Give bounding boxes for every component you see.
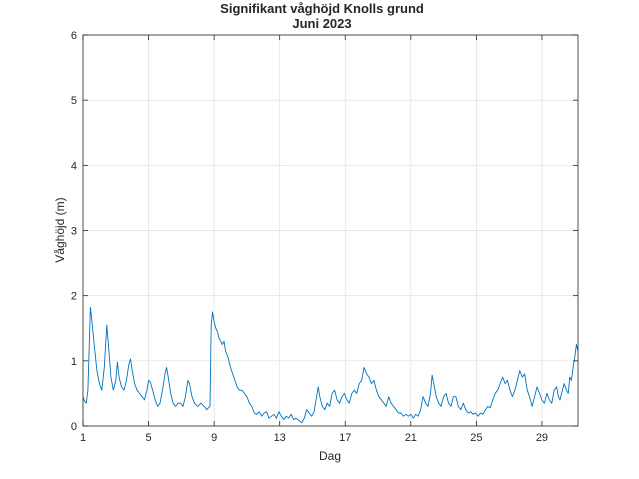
- series-layer: [82, 306, 579, 424]
- x-tick-label: 1: [80, 432, 86, 444]
- x-tick-label: 9: [211, 432, 217, 444]
- y-tick-label: 4: [71, 160, 77, 172]
- y-tick-label: 2: [71, 291, 77, 303]
- chart-title: Signifikant våghöjd Knolls grund: [220, 1, 424, 16]
- x-tick-label: 25: [470, 432, 482, 444]
- grid: [82, 34, 578, 427]
- y-tick-label: 3: [71, 226, 77, 238]
- series-line: [82, 306, 579, 424]
- y-tick-label: 6: [71, 30, 77, 42]
- y-axis: 0 1 2 3 4 5 6: [71, 30, 578, 433]
- x-axis: 1 5 9 13 17 21 25 29: [80, 35, 548, 444]
- x-tick-label: 29: [536, 432, 548, 444]
- y-axis-label: Våghöjd (m): [53, 197, 67, 262]
- x-tick-label: 21: [405, 432, 417, 444]
- chart-subtitle: Juni 2023: [292, 16, 351, 31]
- x-tick-label: 17: [339, 432, 351, 444]
- x-tick-label: 13: [274, 432, 286, 444]
- x-axis-label: Dag: [319, 449, 341, 463]
- y-tick-label: 5: [71, 95, 77, 107]
- y-tick-label: 0: [71, 421, 77, 433]
- x-tick-label: 5: [146, 432, 152, 444]
- y-tick-label: 1: [71, 356, 77, 368]
